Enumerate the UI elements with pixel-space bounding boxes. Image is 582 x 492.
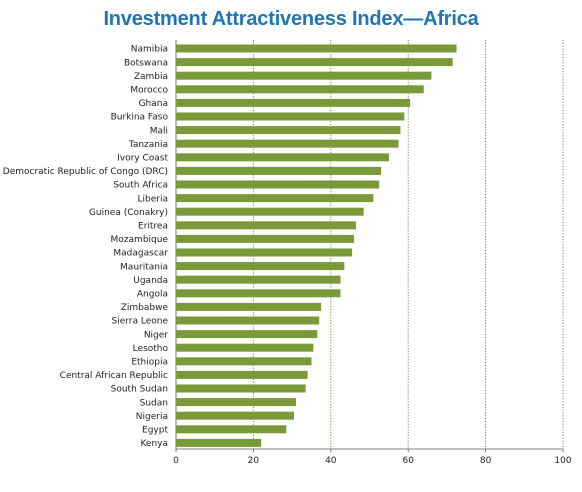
bar-eritrea <box>176 221 356 230</box>
category-label: Mozambique <box>111 235 169 245</box>
category-label: Morocco <box>130 86 168 96</box>
bar-angola <box>176 289 341 298</box>
bar-namibia <box>176 44 457 53</box>
category-label: Tanzania <box>128 140 168 150</box>
bar-egypt <box>176 425 287 434</box>
category-label: Angola <box>137 290 168 300</box>
bar-south-sudan <box>176 384 306 393</box>
category-label: Sierra Leone <box>111 317 168 327</box>
bar-ivory-coast <box>176 153 389 162</box>
category-label: Niger <box>144 330 168 340</box>
bar-lesotho <box>176 343 314 352</box>
bar-ghana <box>176 98 411 107</box>
bar-mauritania <box>176 262 345 271</box>
category-label: Ivory Coast <box>117 154 168 164</box>
x-tick-label-80: 80 <box>480 456 492 466</box>
category-label: Kenya <box>140 439 168 449</box>
bar-mali <box>176 126 401 135</box>
category-label: Namibia <box>131 45 168 55</box>
bar-niger <box>176 330 318 339</box>
category-label: Egypt <box>142 426 168 436</box>
bar-burkina-faso <box>176 112 405 121</box>
category-labels: Namibia Botswana Zambia Morocco Ghana Burkina… <box>3 45 169 449</box>
bar-sudan <box>176 398 296 407</box>
chart-title: Investment Attractiveness Index—Africa <box>103 8 479 30</box>
category-label: South Africa <box>113 181 168 191</box>
bar-mozambique <box>176 234 355 243</box>
category-label: Ghana <box>139 99 168 109</box>
grid-lines <box>175 40 564 449</box>
bar-uganda <box>176 275 341 284</box>
x-tick-label-0: 0 <box>173 456 179 466</box>
bar-morocco <box>176 85 424 94</box>
bars <box>176 44 457 447</box>
category-label: Guinea (Conakry) <box>89 208 168 218</box>
bar-madagascar <box>176 248 353 257</box>
bar-sierra-leone <box>176 316 320 325</box>
bar-liberia <box>176 194 374 203</box>
category-label: Burkina Faso <box>111 113 169 123</box>
x-tick-label-100: 100 <box>554 456 571 466</box>
category-label: Lesotho <box>133 344 169 354</box>
category-label: Liberia <box>138 194 168 204</box>
x-tick-label-40: 40 <box>325 456 337 466</box>
bar-botswana <box>176 58 453 67</box>
category-label: Ethiopia <box>131 358 168 368</box>
category-label: Sudan <box>140 398 168 408</box>
x-axis: 0 20 40 60 80 100 <box>173 448 572 466</box>
category-label: Uganda <box>133 276 168 286</box>
category-label: Mauritania <box>120 262 168 272</box>
bar-democratic-republic-of-congo-drc <box>176 166 382 175</box>
category-label: Central African Republic <box>60 371 168 381</box>
category-label: Zimbabwe <box>121 303 169 313</box>
category-label: Nigeria <box>136 412 168 422</box>
bar-zimbabwe <box>176 302 322 311</box>
x-tick-label-60: 60 <box>402 456 414 466</box>
bar-ethiopia <box>176 357 312 366</box>
category-label: Madagascar <box>113 249 168 259</box>
bar-central-african-republic <box>176 370 308 379</box>
bar-tanzania <box>176 139 399 148</box>
bar-south-africa <box>176 180 380 189</box>
category-label: South Sudan <box>111 385 168 395</box>
x-tick-label-20: 20 <box>248 456 260 466</box>
bar-zambia <box>176 71 432 80</box>
category-label: Zambia <box>134 72 168 82</box>
bar-nigeria <box>176 411 295 420</box>
category-label: Mali <box>150 126 168 136</box>
category-label: Botswana <box>124 58 168 68</box>
category-label: Eritrea <box>138 222 168 232</box>
category-label: Democratic Republic of Congo (DRC) <box>3 167 168 177</box>
bar-guinea-conakry <box>176 207 364 216</box>
bar-kenya <box>176 438 262 447</box>
